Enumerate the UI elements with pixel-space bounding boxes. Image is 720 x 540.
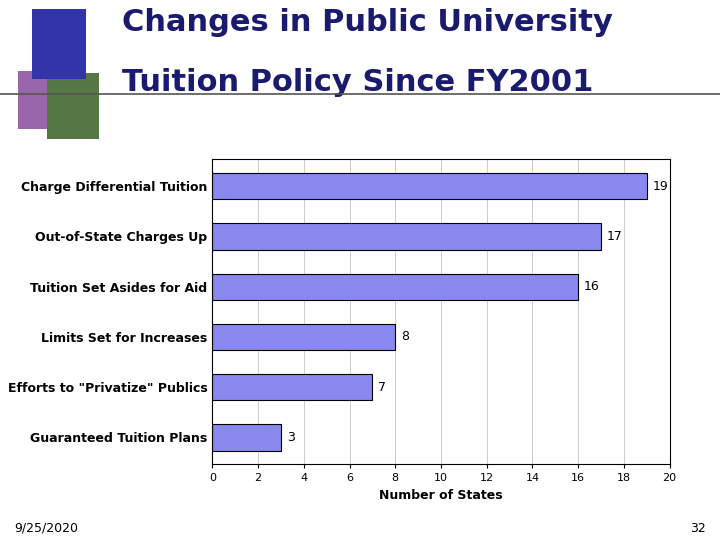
Text: Tuition Policy Since FY2001: Tuition Policy Since FY2001	[122, 68, 594, 97]
X-axis label: Number of States: Number of States	[379, 489, 503, 502]
Text: 9/25/2020: 9/25/2020	[14, 522, 78, 535]
Bar	[47, 72, 99, 139]
Bar	[212, 324, 395, 350]
Bar	[212, 374, 372, 400]
Text: 7: 7	[378, 381, 386, 394]
Text: 8: 8	[401, 330, 409, 343]
Bar	[212, 424, 281, 450]
Text: 19: 19	[652, 180, 668, 193]
Text: 32: 32	[690, 522, 706, 535]
Text: Changes in Public University: Changes in Public University	[122, 8, 613, 37]
Bar	[18, 71, 61, 129]
Bar	[212, 224, 601, 249]
Bar	[212, 173, 647, 199]
Bar	[32, 9, 86, 79]
Bar	[212, 274, 578, 300]
Text: 17: 17	[607, 230, 623, 243]
Text: 16: 16	[584, 280, 600, 293]
Text: 3: 3	[287, 431, 294, 444]
